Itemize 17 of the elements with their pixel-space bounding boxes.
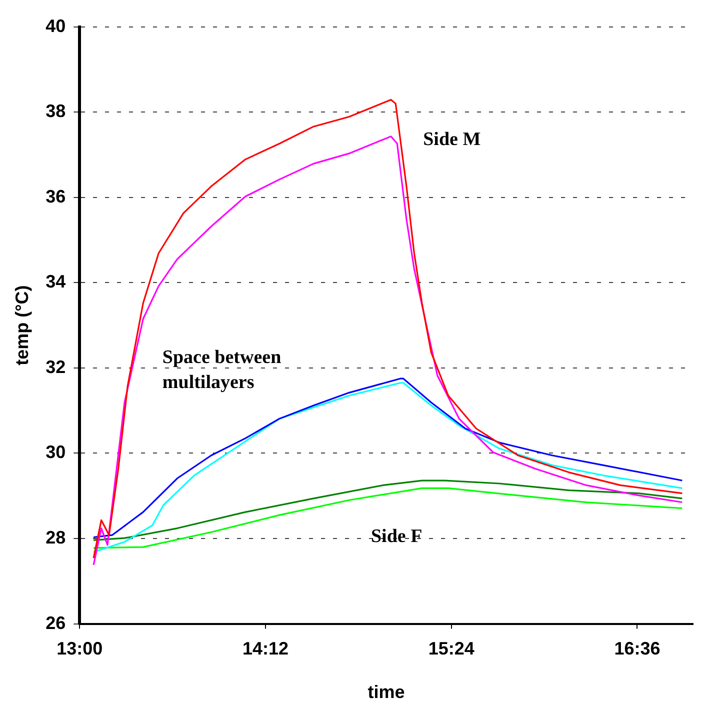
y-tick-label: 34 [46, 272, 66, 292]
x-tick-label: 16:36 [614, 638, 660, 659]
y-tick-label: 28 [46, 527, 66, 548]
y-tick-label: 40 [46, 16, 66, 36]
x-axis-title: time [368, 682, 405, 702]
y-tick-label: 36 [46, 186, 66, 206]
y-tick-label: 30 [46, 442, 66, 462]
annotation: Side F [370, 526, 422, 548]
y-tick-label: 38 [46, 101, 66, 122]
x-tick-label: 13:00 [56, 638, 103, 659]
x-tick-label: 15:24 [428, 638, 474, 659]
y-tick-label: 26 [46, 612, 66, 633]
y-axis-title: temp (°C) [12, 285, 32, 366]
x-tick-label: 14:12 [242, 638, 289, 659]
y-tick-label: 32 [46, 356, 66, 377]
annotation: Space between multilayers [162, 347, 282, 394]
annotation: Side M [423, 129, 481, 150]
